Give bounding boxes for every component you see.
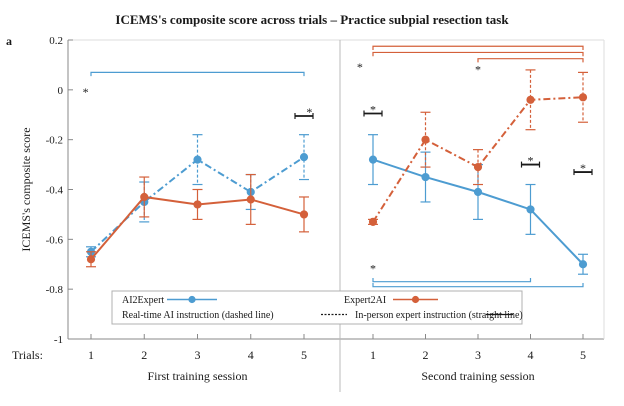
data-point bbox=[86, 255, 96, 264]
x-tick-label: 1 bbox=[370, 348, 376, 362]
significance-bracket bbox=[90, 71, 305, 77]
x-tick-label: 5 bbox=[580, 348, 586, 362]
x-tick-label: 1 bbox=[88, 348, 94, 362]
x-tick-label: 4 bbox=[528, 348, 534, 362]
y-tick-label: -0.4 bbox=[46, 185, 64, 197]
x-tick-label: 2 bbox=[423, 348, 429, 362]
data-point bbox=[299, 210, 309, 219]
significance-bracket bbox=[372, 282, 584, 288]
x-tick-label: 2 bbox=[141, 348, 147, 362]
chart-title: ICEMS's composite score across trials – … bbox=[115, 12, 509, 27]
significance-bracket bbox=[477, 58, 584, 63]
y-tick-label: -0.8 bbox=[46, 284, 64, 296]
x-tick-label: 4 bbox=[248, 348, 254, 362]
data-point bbox=[193, 155, 202, 164]
data-point bbox=[246, 195, 255, 204]
significance-bracket bbox=[372, 51, 584, 57]
y-tick-label: -1 bbox=[54, 334, 63, 346]
y-tick-label: -0.2 bbox=[46, 135, 63, 147]
legend-label: Expert2AI bbox=[344, 295, 386, 306]
data-point bbox=[421, 135, 430, 144]
legend-marker bbox=[411, 295, 420, 304]
legend-label: AI2Expert bbox=[122, 295, 164, 306]
legend-marker bbox=[188, 295, 196, 304]
data-point bbox=[526, 205, 535, 214]
significance-star: * bbox=[528, 153, 534, 167]
data-point bbox=[299, 153, 309, 162]
y-tick-label: -0.6 bbox=[46, 234, 64, 246]
data-point bbox=[368, 155, 378, 164]
significance-star: * bbox=[580, 161, 586, 175]
x-tick-label: 3 bbox=[195, 348, 201, 362]
legend-label: In-person expert instruction (straight l… bbox=[355, 310, 523, 321]
significance-star: * bbox=[475, 62, 481, 76]
panel-label: a bbox=[6, 34, 12, 48]
y-tick-label: 0.2 bbox=[49, 35, 63, 47]
significance-bracket bbox=[372, 277, 532, 283]
significance-star: * bbox=[83, 85, 89, 99]
data-point bbox=[526, 95, 535, 104]
data-point bbox=[473, 187, 483, 197]
significance-star: * bbox=[370, 262, 376, 276]
legend-box bbox=[111, 290, 523, 325]
significance-star: * bbox=[306, 105, 312, 119]
significance-star: * bbox=[370, 102, 376, 116]
x-tick-label: 5 bbox=[301, 348, 307, 362]
significance-star: * bbox=[357, 60, 363, 74]
y-axis-label: ICEMS's composite score bbox=[19, 127, 33, 251]
data-point bbox=[193, 200, 202, 209]
legend-label: Real-time AI instruction (dashed line) bbox=[122, 310, 274, 321]
y-tick-label: 0 bbox=[58, 85, 64, 97]
data-point bbox=[368, 217, 378, 226]
session-label: First training session bbox=[147, 369, 247, 383]
data-point bbox=[578, 260, 588, 269]
x-axis-prefix: Trials: bbox=[12, 348, 43, 362]
significance-bracket bbox=[372, 45, 584, 50]
x-tick-label: 3 bbox=[475, 348, 481, 362]
session-label: Second training session bbox=[421, 369, 534, 383]
data-point bbox=[578, 93, 588, 102]
data-point bbox=[421, 172, 430, 182]
data-point bbox=[140, 192, 149, 202]
data-point bbox=[473, 162, 483, 172]
